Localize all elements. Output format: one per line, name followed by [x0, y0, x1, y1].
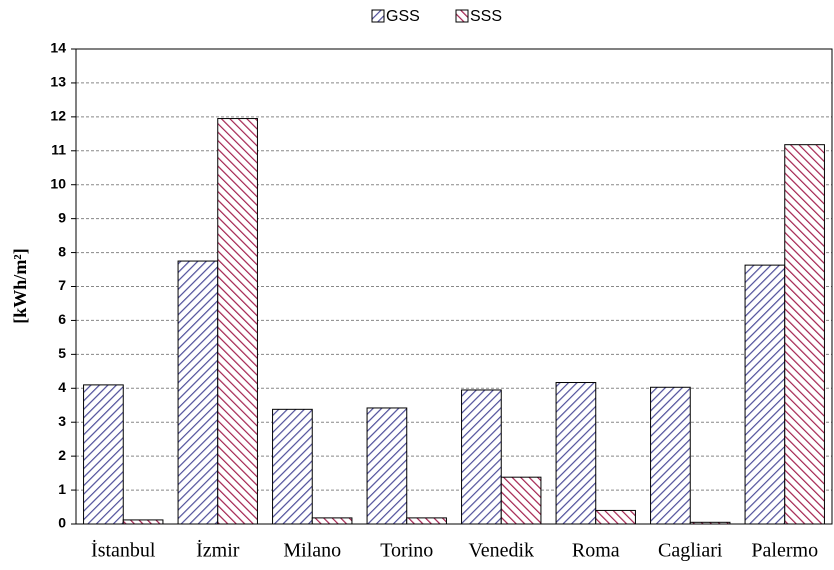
y-tick-label: 9: [58, 209, 66, 225]
x-tick-label: Cagliari: [658, 540, 723, 562]
y-tick-label: 14: [50, 40, 66, 56]
x-tick-label: Roma: [572, 540, 620, 562]
plot-frame: [75, 48, 833, 525]
y-tick-label: 5: [58, 345, 66, 361]
y-tick-label: 8: [58, 243, 66, 259]
bar: [744, 264, 786, 525]
bar: [461, 389, 502, 525]
bar: [122, 519, 164, 525]
y-tick-label: 6: [58, 311, 66, 327]
bar: [595, 509, 636, 525]
legend-label: GSS: [386, 8, 420, 25]
bar: [177, 260, 219, 525]
bar: [366, 407, 408, 525]
bar: [83, 384, 124, 525]
y-tick-label: 1: [58, 481, 66, 497]
y-tick-label: 12: [50, 108, 66, 124]
bar: [406, 517, 447, 525]
legend-label: SSS: [470, 8, 502, 25]
bar: [555, 382, 597, 525]
bar: [784, 144, 825, 525]
bar: [272, 408, 313, 525]
y-tick-label: 11: [51, 141, 66, 157]
y-tick-label: 0: [58, 515, 66, 531]
bar: [311, 517, 353, 525]
y-tick-label: 7: [58, 277, 66, 293]
x-tick-label: Milano: [283, 540, 341, 562]
bar: [500, 476, 542, 525]
bar: [689, 521, 731, 525]
y-tick-label: 4: [58, 379, 66, 395]
y-tick-label: 13: [50, 74, 66, 90]
x-tick-label: Venedik: [468, 540, 534, 562]
legend-swatch: [371, 9, 385, 23]
bar: [217, 118, 258, 525]
legend-swatch: [455, 9, 469, 23]
y-axis-label: [kWh/m²]: [10, 248, 30, 323]
x-tick-label: Palermo: [751, 540, 818, 562]
x-tick-label: İstanbul: [91, 539, 156, 562]
x-tick-label: Torino: [380, 540, 433, 562]
x-tick-label: İzmir: [196, 539, 240, 562]
y-tick-label: 10: [50, 175, 66, 191]
y-tick-label: 3: [58, 413, 66, 429]
bar: [650, 386, 691, 525]
y-tick-label: 2: [58, 447, 66, 463]
